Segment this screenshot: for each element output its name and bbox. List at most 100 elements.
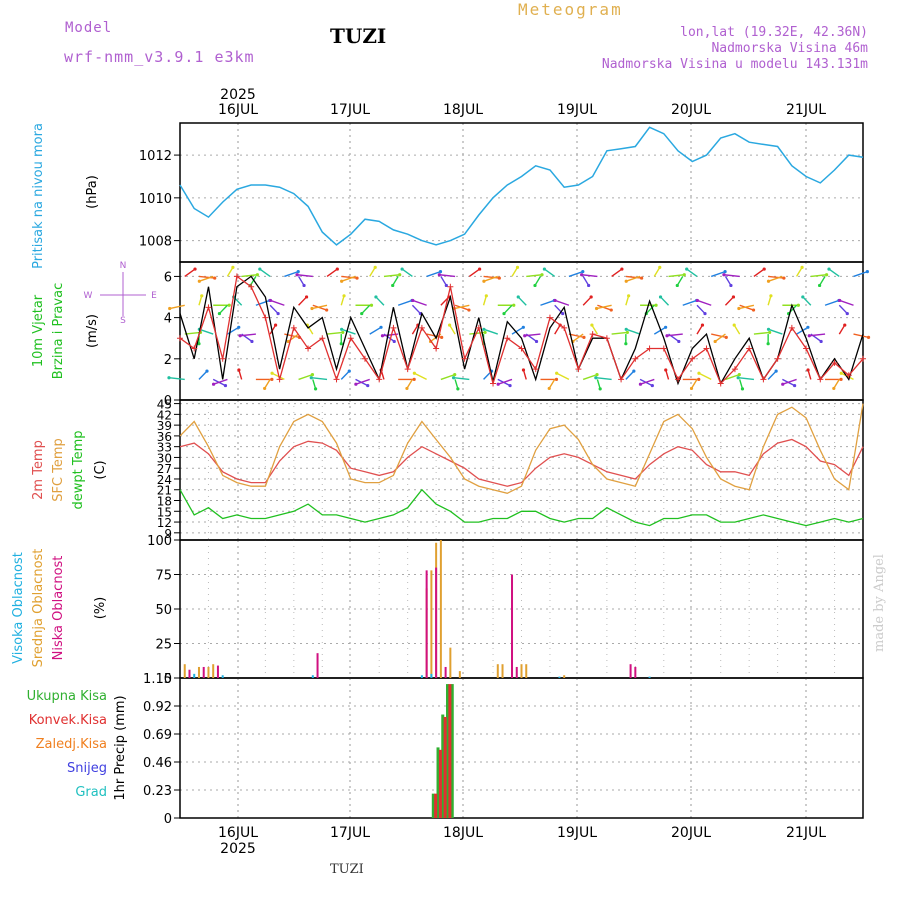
wind-arrow-head [689, 386, 694, 391]
wind-arrow [810, 274, 827, 278]
wind-arrow [723, 274, 740, 278]
wind-arrow-head [339, 342, 343, 346]
wind-arrow [582, 373, 598, 381]
wind-arrow-head [268, 298, 273, 303]
wind-arrow [284, 270, 299, 278]
cloud-bar-cloud_mid [525, 664, 528, 678]
precip-bar-precip_conv [434, 793, 438, 818]
wind-arrow [340, 295, 345, 306]
wind-arrow-head [276, 311, 280, 316]
wind-arrow-head [555, 371, 559, 375]
panel-frame [179, 399, 864, 541]
wind-arrow [807, 369, 812, 380]
wind-arrow [676, 276, 684, 286]
wind-arrow-head [270, 371, 274, 375]
wind-arrow-head [781, 382, 785, 386]
wind-arrow-head [654, 303, 658, 307]
wind-arrow [665, 369, 670, 380]
wind-arrow [184, 268, 196, 277]
wind-speed-marker [376, 376, 383, 383]
wind-arrow-head [620, 267, 624, 271]
wind-arrow-head [411, 298, 415, 303]
wind-arrow [226, 267, 234, 277]
wind-arrow [383, 274, 400, 278]
wind-speed-marker [518, 345, 525, 352]
y-tick-label: 1.15 [143, 672, 172, 687]
wind-arrow [414, 372, 427, 381]
wind-speed-marker [319, 335, 326, 342]
wind-arrow-head [440, 335, 444, 339]
wind-arrow-head [392, 339, 396, 344]
wind-arrow-head [845, 311, 849, 316]
wind-arrow-head [843, 323, 847, 327]
wind-arrow [511, 267, 519, 277]
y-tick-label: 0.69 [143, 728, 172, 743]
wind-arrow [724, 276, 732, 286]
day-label-bottom: 16JUL [218, 825, 258, 841]
wind-arrow-head [658, 265, 662, 269]
wind-arrow-head [782, 276, 786, 280]
cloud-bar-cloud_mid [449, 647, 452, 678]
wind-arrow-head [700, 323, 705, 327]
precip-bar-precip_conv [443, 716, 447, 818]
wind-speed-marker [475, 324, 482, 331]
wind-arrow-head [444, 283, 448, 288]
cloud-bar-cloud_low [188, 669, 191, 678]
wind-arrow-head [595, 373, 599, 377]
wind-arrow-head [664, 368, 668, 372]
wind-arrow [326, 331, 343, 335]
y-tick-label: 33 [157, 441, 172, 455]
y-tick-label: 42 [157, 408, 172, 422]
y-tick-label: 6 [164, 270, 172, 285]
wind-arrow-head [354, 382, 358, 386]
wind-arrow [184, 331, 201, 335]
day-label-bottom: 17JUL [330, 825, 370, 841]
wind-arrow [733, 324, 741, 335]
wind-arrow [340, 370, 350, 380]
elevation-label: Nadmorska Visina 46m [711, 41, 868, 56]
wind-arrow [853, 333, 869, 339]
wind-speed-marker [361, 355, 368, 362]
wind-arrow-head [703, 311, 707, 316]
precip-bar-precip_total [436, 747, 440, 818]
wind-arrow-head [732, 323, 736, 327]
wind-arrow [833, 379, 840, 389]
wind-speed-marker [788, 324, 795, 331]
wind-arrow-head [793, 383, 797, 388]
wind-speed-marker [703, 345, 710, 352]
wind-arrow [517, 296, 527, 306]
wind-arrow [426, 270, 441, 278]
wind-arrow [690, 379, 698, 389]
cloud-bar-cloud_low [511, 574, 514, 678]
wind-arrow-head [205, 369, 209, 373]
panel-frame [179, 677, 864, 819]
wind-arrow [809, 333, 826, 337]
wind-arrow-head [665, 334, 669, 338]
wind-speed-marker [219, 355, 226, 362]
pressure-ylabel: (hPa) [85, 175, 100, 209]
wind-arrow [198, 275, 215, 279]
y-tick-label: 15 [157, 505, 172, 519]
year-label-top: 2025 [220, 87, 256, 103]
wind-arrow-head [295, 273, 299, 277]
wind-speed-marker [290, 324, 297, 331]
wind-arrow [483, 328, 499, 335]
wind-arrow [645, 304, 655, 315]
wind-arrow-head [766, 342, 770, 346]
wind-arrow-head [534, 339, 539, 344]
wind-arrow-head [737, 373, 741, 377]
wind-speed-marker [632, 355, 639, 362]
wind-arrow [468, 268, 481, 277]
wind-arrow-head [553, 298, 557, 303]
wind-arrow [738, 304, 755, 310]
wind-arrow [482, 295, 488, 306]
cloud-bar-cloud_low [629, 664, 632, 678]
wind-arrow [259, 268, 271, 277]
wind-arrow [625, 295, 630, 306]
cloud-bar-cloud_low [515, 666, 518, 678]
wind-arrow-head [380, 334, 385, 338]
wind-arrow [611, 331, 628, 335]
wind-arrow-head [340, 327, 344, 331]
wind-arrow [298, 296, 308, 306]
